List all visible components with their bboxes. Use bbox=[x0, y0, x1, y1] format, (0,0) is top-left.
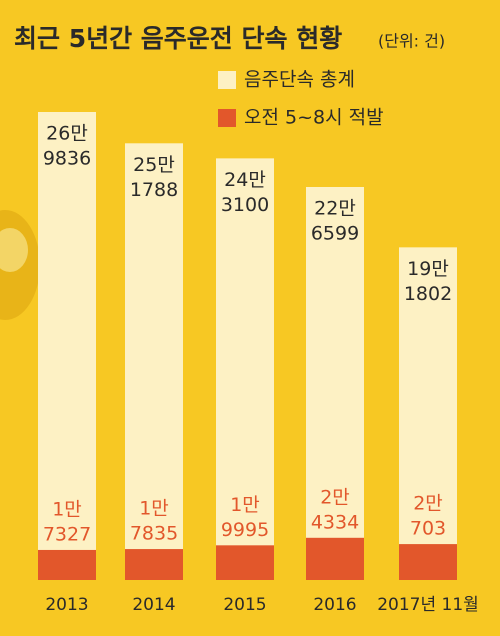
value-label: 1만 bbox=[230, 494, 260, 516]
bar bbox=[216, 158, 274, 581]
x-tick-label: 2014 bbox=[132, 595, 175, 615]
value-label: 22만 bbox=[314, 197, 356, 219]
value-label: 4334 bbox=[311, 511, 359, 533]
value-label: 24만 bbox=[224, 169, 266, 191]
legend-label: 오전 5~8시 적발 bbox=[244, 107, 384, 129]
x-tick-label: 2013 bbox=[45, 595, 88, 615]
chart-title: 최근 5년간 음주운전 단속 현황 bbox=[14, 24, 342, 53]
value-label: 7327 bbox=[43, 523, 91, 545]
value-label: 1802 bbox=[404, 283, 452, 305]
bar bbox=[306, 186, 364, 580]
value-label: 9995 bbox=[221, 519, 269, 541]
value-label: 19만 bbox=[407, 258, 449, 280]
bar bbox=[38, 549, 96, 580]
bar bbox=[399, 544, 457, 580]
bar bbox=[216, 545, 274, 580]
value-label: 9836 bbox=[43, 148, 91, 170]
bar bbox=[38, 112, 96, 580]
value-label: 7835 bbox=[130, 523, 178, 545]
legend-label: 음주단속 총계 bbox=[244, 69, 355, 91]
x-tick-label: 2015 bbox=[223, 595, 266, 615]
value-label: 25만 bbox=[133, 154, 175, 176]
x-tick-label: 2017년 11월 bbox=[377, 595, 479, 615]
chart-subtitle: (단위: 건) bbox=[378, 32, 445, 51]
value-label: 1788 bbox=[130, 179, 178, 201]
value-label: 1만 bbox=[52, 498, 82, 520]
bar bbox=[306, 537, 364, 580]
legend-swatch bbox=[218, 109, 236, 127]
value-label: 2만 bbox=[320, 486, 350, 508]
bar bbox=[125, 549, 183, 580]
bar bbox=[399, 247, 457, 581]
decoration bbox=[0, 228, 28, 272]
value-label: 703 bbox=[410, 518, 446, 540]
value-label: 26만 bbox=[46, 123, 88, 145]
bar bbox=[125, 143, 183, 580]
x-tick-label: 2016 bbox=[313, 595, 356, 615]
value-label: 6599 bbox=[311, 222, 359, 244]
value-label: 1만 bbox=[139, 498, 169, 520]
value-label: 3100 bbox=[221, 194, 269, 216]
legend-swatch bbox=[218, 71, 236, 89]
value-label: 2만 bbox=[413, 493, 443, 515]
